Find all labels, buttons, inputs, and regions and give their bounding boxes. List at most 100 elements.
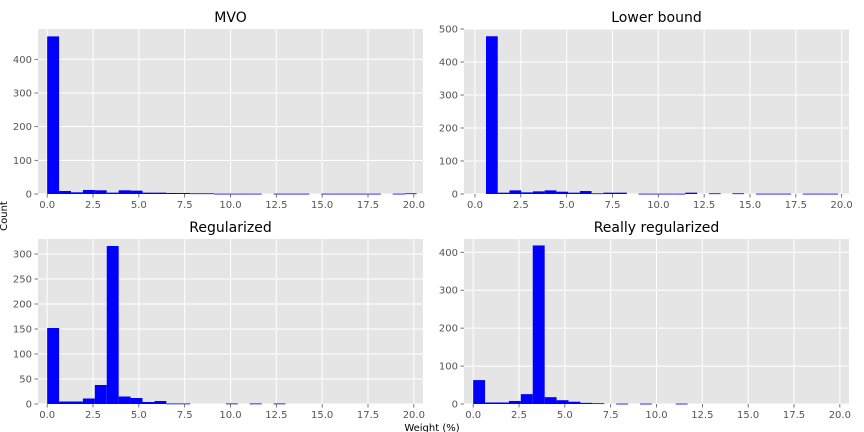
histogram-bar	[650, 193, 662, 195]
histogram-bar	[59, 190, 71, 194]
x-tick-label: 12.5	[693, 200, 715, 211]
histogram-bar	[755, 193, 768, 195]
y-tick-label: 300	[439, 286, 458, 297]
histogram-bar	[47, 36, 60, 194]
y-tick-label: 100	[13, 156, 32, 167]
histogram-bar	[178, 403, 191, 405]
x-tick-label: 20.0	[829, 410, 851, 421]
x-tick-label: 5.0	[557, 410, 573, 421]
histogram-bar	[357, 193, 369, 195]
x-tick-label: 2.5	[511, 410, 527, 421]
y-tick-label: 400	[13, 55, 32, 66]
histogram-bar	[71, 192, 83, 194]
chart-panel-2: 0.0 2.5 5.0 7.5 10.0 12.5 15.0 17.5 20.0 0 100 200 3…	[439, 10, 853, 211]
x-tick-label: 7.5	[603, 410, 619, 421]
y-tick-label: 100	[439, 362, 458, 373]
y-tick-label: 0	[452, 400, 458, 411]
histogram-bar	[321, 193, 334, 195]
histogram-bar	[521, 192, 533, 194]
histogram-bar	[94, 190, 107, 194]
chart-title: MVO	[214, 10, 246, 26]
histogram-bar	[814, 193, 827, 195]
y-tick-label: 300	[13, 250, 32, 261]
x-tick-label: 15.0	[737, 410, 759, 421]
histogram-bar	[106, 192, 119, 194]
x-tick-label: 17.5	[783, 410, 805, 421]
histogram-bar	[779, 193, 792, 195]
y-tick-label: 50	[19, 375, 32, 386]
chart-title: Really regularized	[594, 220, 720, 236]
histogram-bar	[568, 192, 580, 194]
histogram-bar	[616, 403, 629, 405]
x-tick-label: 0.0	[39, 410, 55, 421]
plot-area	[464, 29, 849, 194]
histogram-bar	[297, 193, 310, 195]
y-tick-label: 200	[439, 324, 458, 335]
x-tick-label: 17.5	[785, 200, 807, 211]
y-tick-label: 100	[439, 157, 458, 168]
histogram-bar	[404, 193, 417, 195]
histogram-bar	[333, 193, 346, 195]
histogram-bar	[486, 36, 498, 195]
y-tick-label: 200	[439, 124, 458, 135]
histogram-bars	[47, 246, 286, 405]
chart-panel-1: 0.0 2.5 5.0 7.5 10.0 12.5 15.0 17.5 20.0 0 100 200 3…	[13, 10, 425, 211]
histogram-bars	[473, 245, 688, 405]
histogram-bar	[544, 397, 557, 404]
histogram-bar	[591, 193, 604, 195]
histogram-bar	[556, 191, 569, 194]
histogram-bar	[673, 193, 686, 195]
y-tick-label: 0	[452, 190, 458, 201]
x-tick-label: 10.0	[647, 200, 669, 211]
y-tick-label: 0	[26, 190, 32, 201]
histogram-bar	[532, 191, 545, 194]
x-tick-label: 7.5	[177, 200, 193, 211]
histogram-bar	[237, 193, 250, 195]
histogram-bar	[685, 192, 698, 194]
histogram-bar	[497, 402, 509, 404]
histogram-bar	[249, 193, 262, 195]
histogram-bar	[214, 193, 226, 195]
x-tick-label: 2.5	[85, 410, 101, 421]
histogram-bars	[486, 36, 838, 195]
histogram-bar	[556, 400, 569, 404]
histogram-bar	[166, 403, 179, 405]
histogram-bar	[94, 385, 107, 404]
x-tick-label: 12.5	[265, 410, 287, 421]
x-tick-label: 0.0	[39, 200, 55, 211]
histogram-bar	[767, 193, 780, 195]
histogram-bar	[225, 193, 238, 195]
y-tick-label: 0	[26, 400, 32, 411]
histogram-bar	[285, 193, 298, 195]
histogram-bar	[802, 193, 815, 195]
histogram-bar	[580, 402, 593, 404]
histogram-bar	[568, 401, 581, 404]
gridlines	[464, 239, 849, 405]
histogram-bar	[615, 192, 627, 194]
histogram-bar	[473, 380, 486, 404]
histogram-bar	[118, 396, 131, 404]
histogram-bar	[579, 191, 592, 194]
histogram-bar	[662, 193, 674, 195]
x-tick-label: 2.5	[85, 200, 101, 211]
histogram-bar	[732, 193, 745, 195]
histogram-bar	[118, 190, 131, 194]
x-tick-label: 15.0	[311, 200, 333, 211]
x-tick-label: 12.5	[265, 200, 287, 211]
x-tick-label: 12.5	[691, 410, 713, 421]
histogram-bar	[485, 402, 497, 404]
histogram-bar	[640, 403, 652, 405]
histogram-bar	[166, 192, 179, 194]
x-tick-label: 7.5	[177, 410, 193, 421]
histogram-bar	[154, 401, 167, 404]
histogram-bar	[368, 193, 381, 195]
x-tick-label: 10.0	[219, 200, 241, 211]
histogram-bar	[509, 190, 522, 194]
histogram-bar	[592, 403, 605, 405]
histogram-bar	[638, 193, 651, 195]
figure-ylabel: Count	[0, 201, 10, 231]
histogram-bar	[59, 401, 71, 404]
y-tick-label: 100	[13, 350, 32, 361]
histogram-bar	[708, 193, 721, 195]
x-tick-label: 5.0	[131, 200, 147, 211]
